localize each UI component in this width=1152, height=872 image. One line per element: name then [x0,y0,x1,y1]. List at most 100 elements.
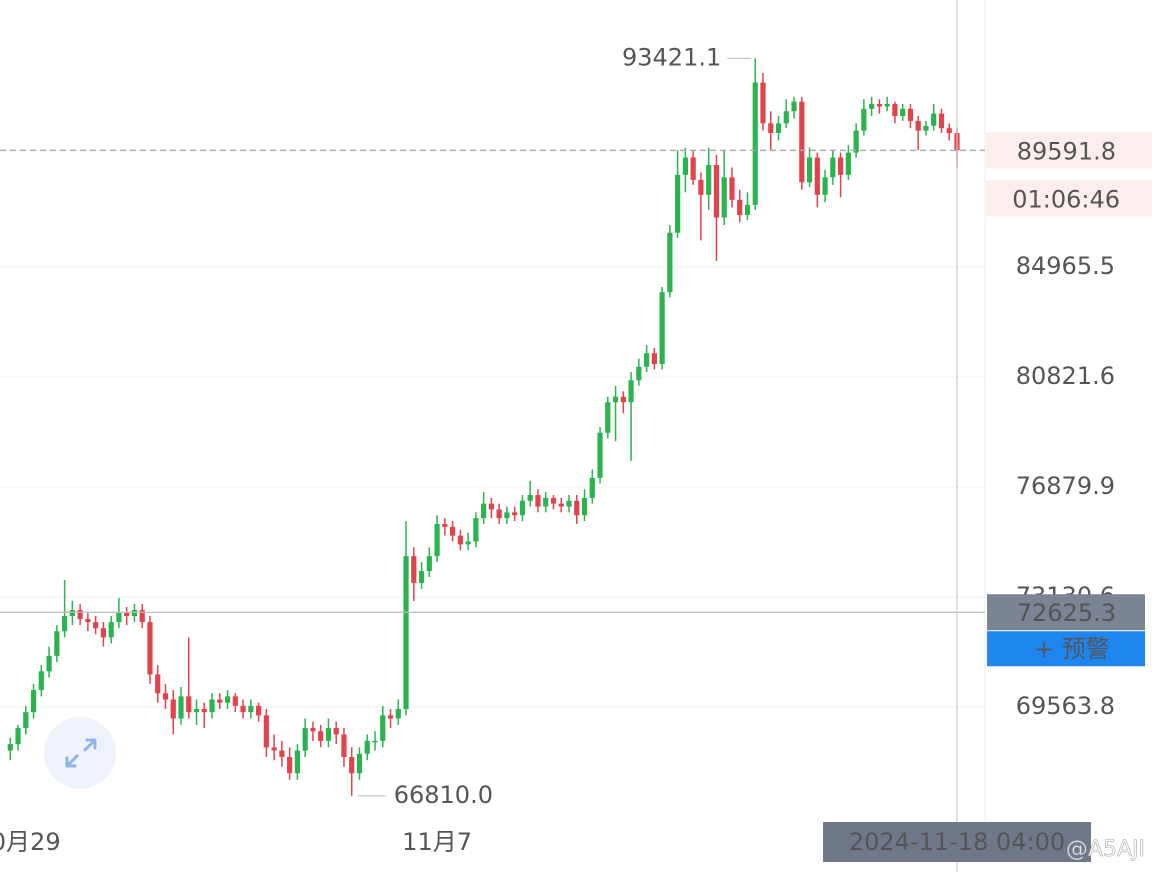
candle-body [69,609,75,617]
candle-body [915,120,921,131]
candle-body [543,497,549,507]
candle-body [100,628,106,638]
candle-body [310,728,316,732]
candle-body [411,556,417,583]
candle-body [605,402,611,433]
y-tick-label: 69563.8 [1016,692,1115,720]
candle-body [768,123,774,134]
candle-body [77,609,83,620]
candle-body [131,609,138,617]
candle-body [519,500,526,516]
x-tick-label: 10月29 [0,828,61,856]
candle-body [209,699,215,713]
candle-body [861,108,867,131]
y-tick-label: 76879.9 [1016,472,1115,500]
candle-body [597,432,603,478]
alert-button[interactable] [987,631,1145,667]
candle-body [581,497,588,516]
candle-body [938,113,945,129]
candle-body [30,690,37,713]
candle-body [380,715,386,741]
candle-body [139,609,145,623]
candle-body [85,619,91,623]
candle-body [155,674,161,694]
candle-body [667,232,673,293]
candle-body [364,740,370,754]
candle-body [186,696,192,713]
candle-body [838,157,844,175]
candle-body [15,728,21,745]
candles [7,58,960,796]
candle-body [465,541,471,545]
candle-body [403,556,409,709]
candle-body [248,705,254,713]
candle-body [527,495,533,501]
candle-body [900,108,906,117]
candle-body [279,750,285,757]
candle-body [481,503,487,519]
candle-body [651,353,657,365]
expand-icon [65,738,97,768]
candle-body [356,753,363,774]
candle-body [418,570,425,583]
candle-body [907,108,914,121]
candle-body [698,179,704,195]
candle-body [869,104,875,109]
candle-body [931,113,937,126]
min-label: 66810.0 [394,781,493,809]
expand-button[interactable] [44,717,116,789]
candle-body [550,497,557,504]
candle-body [108,622,114,638]
candle-body [124,612,130,617]
candle-body [496,509,502,519]
candle-body [256,705,262,716]
candle-body [325,728,332,741]
candle-body [744,204,751,215]
candle-body [201,708,207,713]
candle-body [287,756,293,774]
alert-button-label[interactable]: + 预警 [1034,635,1110,663]
max-label: 93421.1 [622,43,721,71]
candle-body [512,512,518,516]
candle-body [644,353,650,367]
candle-body [729,177,735,200]
candle-body [775,123,782,134]
candle-body [628,380,634,403]
candle-body [426,556,432,571]
candle-body [473,518,479,542]
candle-body [263,715,269,748]
candle-body [659,292,665,365]
candle-body [395,708,401,719]
candle-body [752,82,758,205]
candle-body [737,199,743,215]
candle-body [814,157,820,195]
candle-body [806,157,813,183]
candle-body [706,164,712,195]
candle-body [791,101,797,112]
y-tick-label: 84965.5 [1016,252,1115,280]
candle-body [224,696,231,703]
last-price-label: 89591.8 [1017,137,1116,165]
candle-body [830,157,836,178]
candle-body [535,495,541,507]
candle-body [884,104,890,107]
candle-body [566,500,572,507]
candle-body [46,655,52,672]
watermark: @A5AJI [1066,837,1145,862]
candle-body [442,523,448,527]
candle-body [232,696,238,706]
candle-body [713,164,720,218]
candle-body [170,699,176,719]
candle-body [271,747,277,751]
candle-body [349,756,355,774]
candle-body [612,396,619,403]
candle-body [450,526,456,536]
candle-body [558,503,564,507]
candle-body [387,715,394,719]
candle-body [721,177,727,218]
crosshair-value: 72625.3 [1017,599,1116,627]
candle-body [116,612,122,623]
